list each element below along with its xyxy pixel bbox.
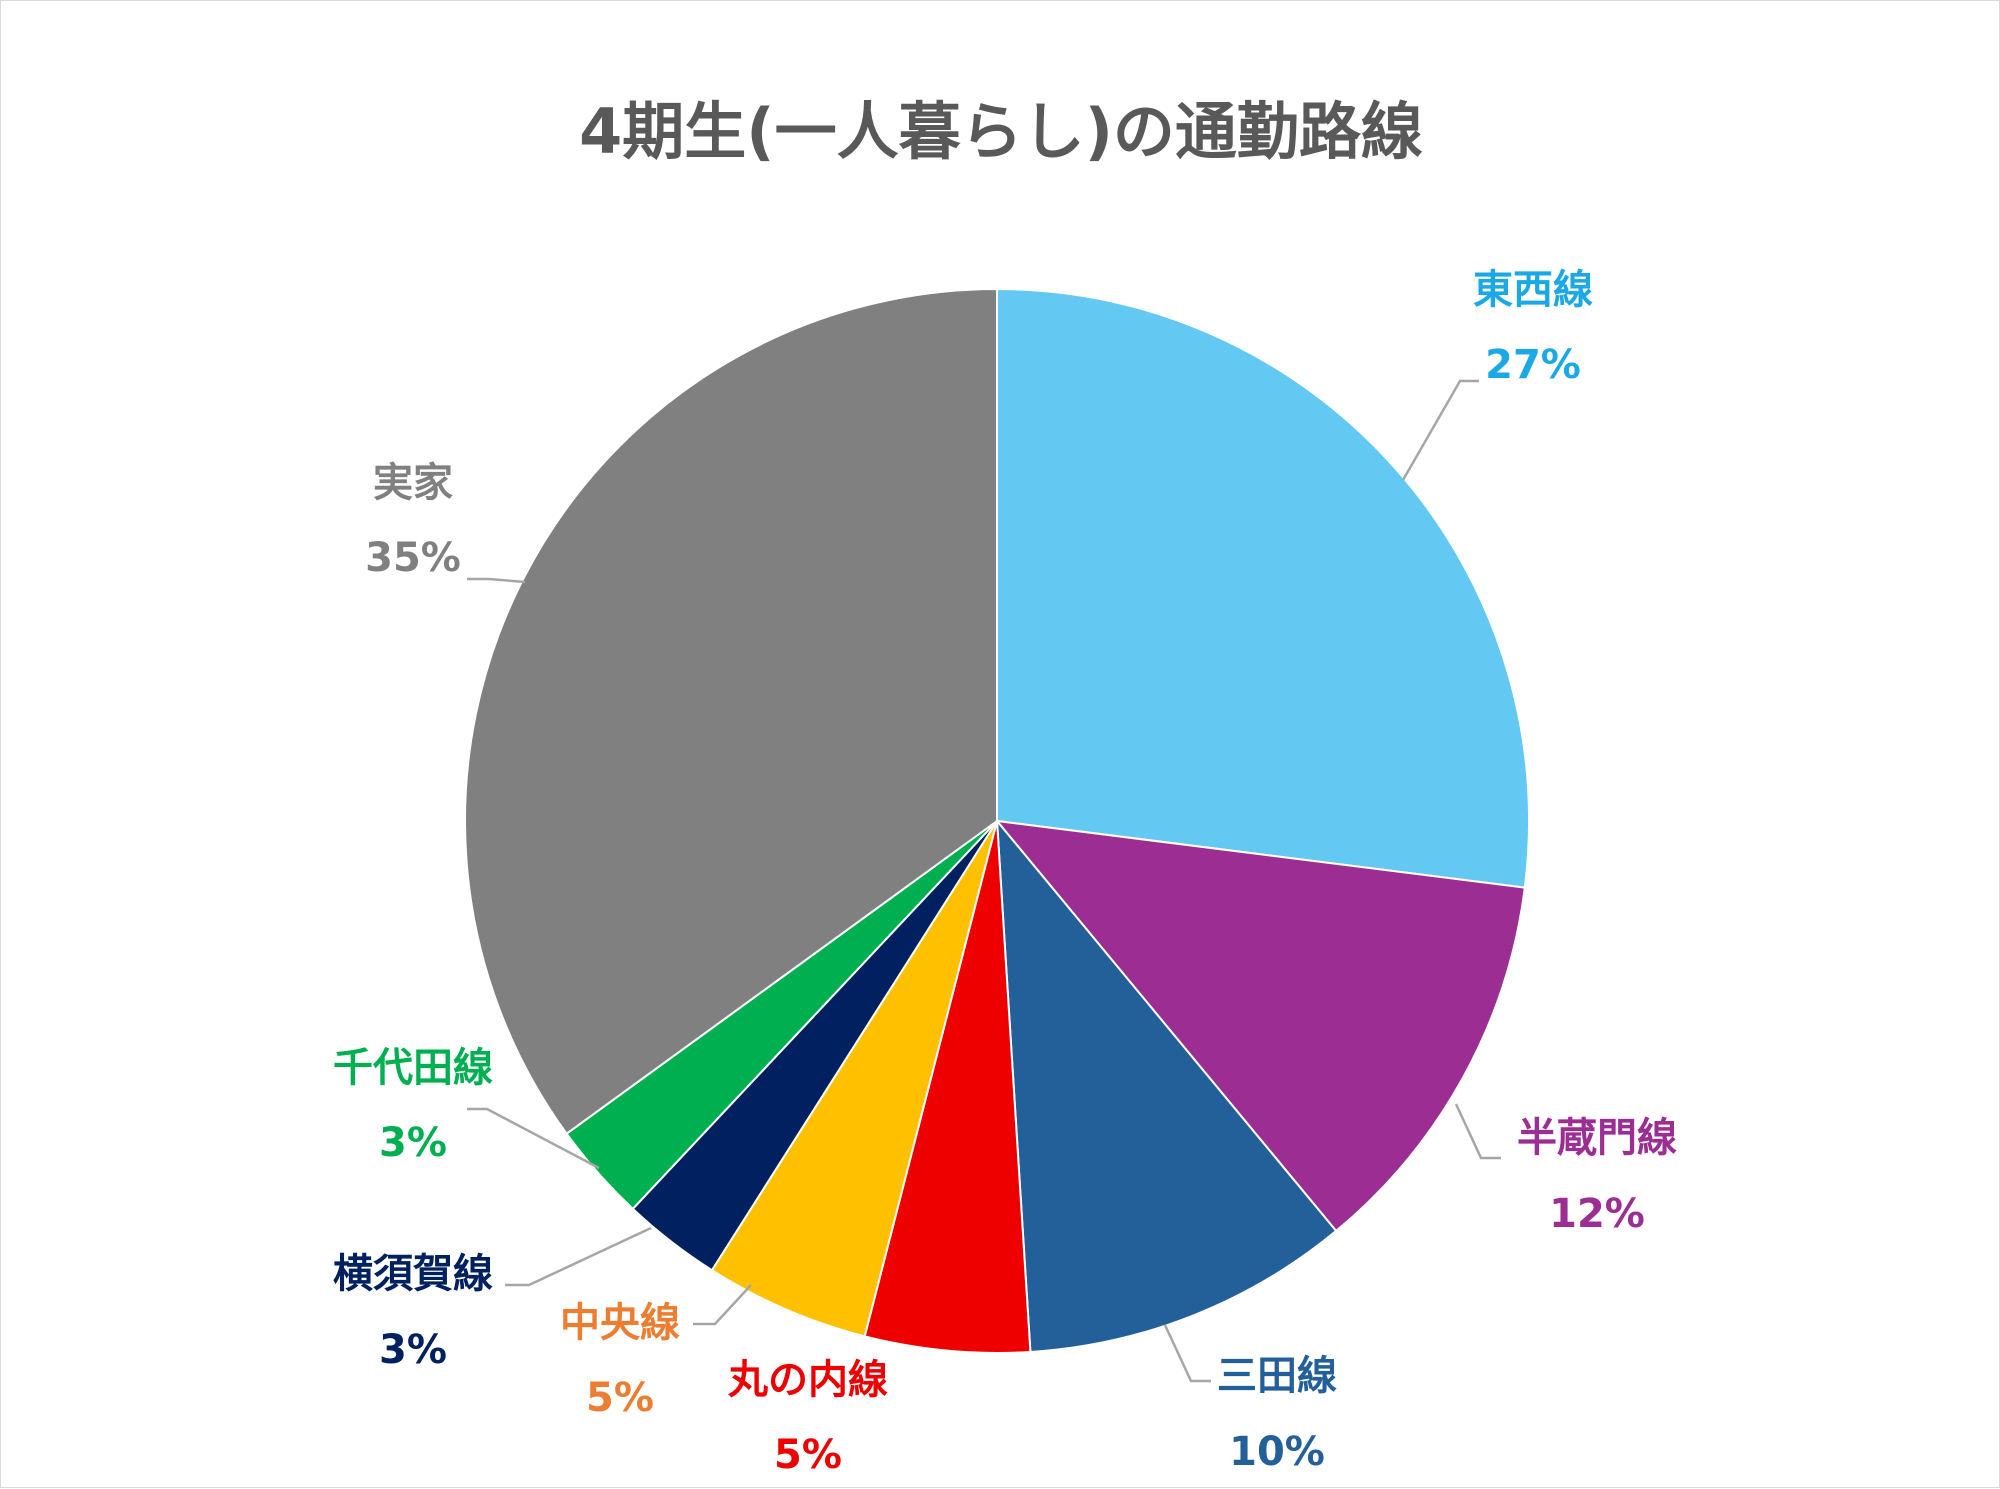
slice-label-6: 横須賀線	[333, 1251, 493, 1297]
slice-percent-5: 5%	[586, 1375, 654, 1421]
leader-line-1	[1401, 379, 1479, 481]
leader-line-7	[467, 1107, 600, 1170]
slice-label-4: 丸の内線	[727, 1357, 888, 1403]
slice-label-7: 千代田線	[333, 1045, 493, 1091]
slice-percent-7: 3%	[379, 1120, 447, 1166]
slice-percent-1: 27%	[1485, 342, 1581, 388]
chart-title: 4期生(一人暮らし)の通勤路線	[579, 95, 1423, 168]
slice-label-3: 三田線	[1217, 1353, 1337, 1399]
pie-slice-8	[464, 287, 998, 1136]
slice-percent-4: 5%	[774, 1432, 842, 1478]
slice-percent-6: 3%	[379, 1327, 447, 1373]
leader-line-8	[467, 577, 526, 584]
slice-label-2: 半蔵門線	[1517, 1115, 1677, 1161]
slice-percent-3: 10%	[1229, 1429, 1325, 1475]
pie-slice-2	[994, 819, 1526, 1233]
pie-slice-4	[863, 820, 1032, 1354]
leader-line-2	[1454, 1103, 1501, 1160]
pie-slice-1	[996, 287, 1530, 889]
leader-line-5	[693, 1284, 752, 1326]
slice-label-8: 実家	[373, 460, 453, 506]
slice-label-1: 東西線	[1473, 267, 1593, 313]
pie-slice-5	[710, 820, 998, 1338]
slice-label-5: 中央線	[560, 1300, 680, 1346]
leader-line-6	[505, 1226, 652, 1287]
leader-line-3	[1163, 1324, 1211, 1383]
slice-percent-8: 35%	[365, 535, 461, 581]
pie-slice-3	[995, 817, 1338, 1354]
slice-percent-2: 12%	[1549, 1191, 1645, 1237]
